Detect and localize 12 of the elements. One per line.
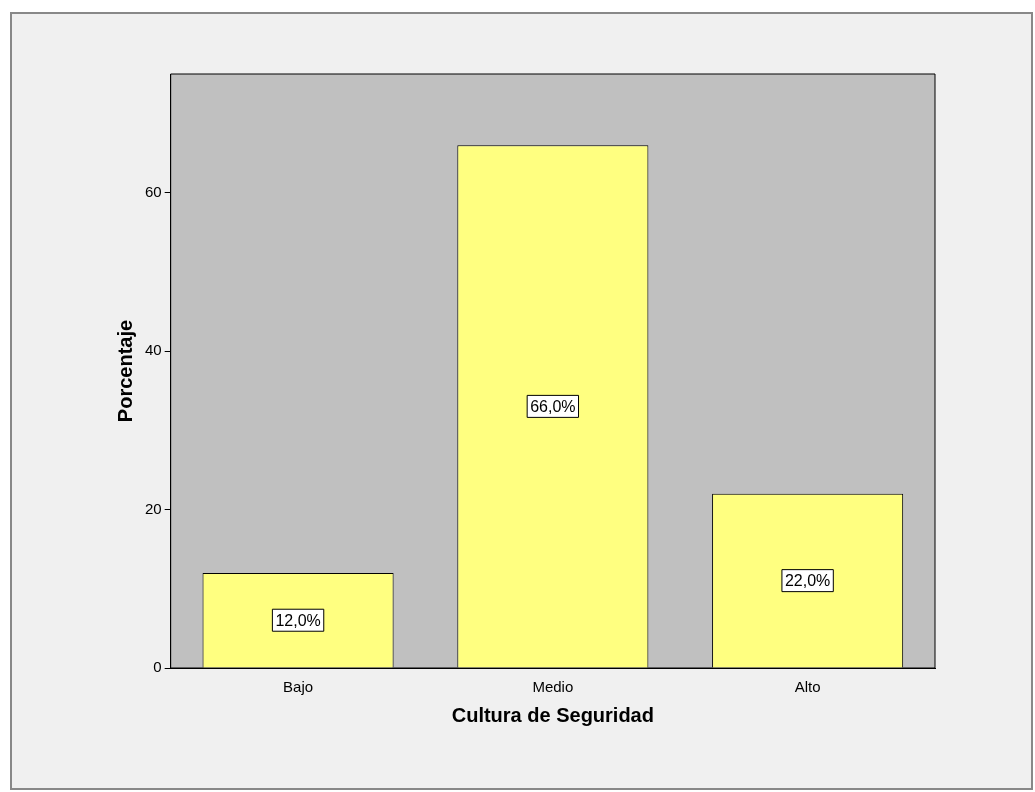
data-label: 22,0% [784, 572, 831, 590]
y-tick-label: 60 [145, 182, 162, 200]
y-axis-title: Porcentaje [113, 319, 136, 423]
y-tick-label: 40 [145, 341, 162, 359]
x-tick-label: Medio [532, 678, 574, 696]
x-axis-title: Cultura de Seguridad [451, 703, 654, 726]
y-tick-label: 20 [145, 499, 162, 517]
data-label: 66,0% [530, 397, 576, 415]
x-tick-label: Alto [794, 678, 821, 696]
y-tick-label: 0 [153, 658, 162, 676]
data-label: 12,0% [275, 611, 321, 629]
x-tick-label: Bajo [283, 678, 314, 696]
